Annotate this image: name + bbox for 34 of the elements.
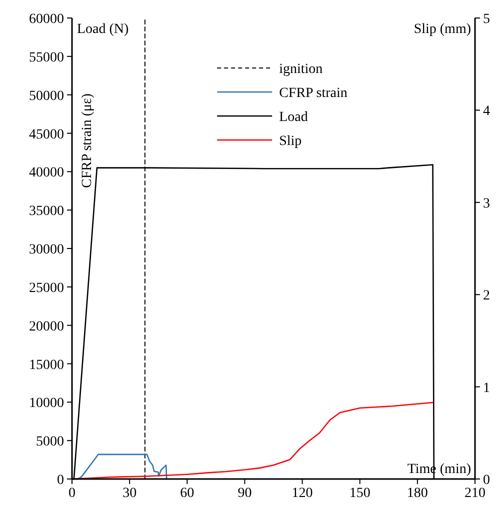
y-tick-label: 45000: [29, 127, 64, 142]
x-tick-label: 180: [406, 486, 428, 501]
y-tick-label: 5000: [36, 434, 64, 450]
y2-tick-label: 0: [483, 473, 490, 488]
x-tick-label: 0: [68, 486, 76, 501]
legend-label: CFRP strain: [279, 86, 348, 101]
x-tick-label: 210: [464, 486, 486, 501]
y-tick-label: 25000: [29, 280, 64, 296]
x-tick-label: 90: [238, 486, 252, 501]
y-tick-label: 20000: [29, 319, 64, 334]
y-tick-label: 50000: [29, 88, 64, 104]
legend-label: Slip: [279, 134, 302, 149]
y2-tick-label: 2: [483, 288, 490, 304]
y2-tick-label: 3: [483, 196, 490, 212]
y2-tick-label: 5: [483, 12, 490, 27]
legend-label: Load: [279, 110, 308, 125]
y2-axis-title: Slip (mm): [414, 22, 472, 37]
x-tick-label: 120: [292, 486, 313, 501]
x-tick-label: 60: [180, 486, 194, 501]
y-axis-title: CFRP strain (με): [80, 93, 95, 188]
y-tick-label: 10000: [29, 396, 64, 412]
legend-label: ignition: [279, 62, 323, 77]
y-tick-label: 55000: [29, 50, 64, 66]
y-tick-label: 30000: [29, 242, 64, 258]
y-tick-label: 40000: [29, 166, 64, 181]
x-tick-label: 30: [122, 486, 137, 501]
y-tick-label: 15000: [29, 358, 64, 373]
y-tick-label: 0: [57, 473, 64, 488]
x-tick-label: 150: [349, 486, 370, 501]
annotation: Load (N): [77, 22, 130, 37]
y2-tick-label: 4: [483, 104, 490, 120]
y-tick-label: 35000: [29, 204, 64, 220]
y-tick-label: 60000: [29, 12, 64, 27]
y2-tick-label: 1: [483, 380, 490, 396]
